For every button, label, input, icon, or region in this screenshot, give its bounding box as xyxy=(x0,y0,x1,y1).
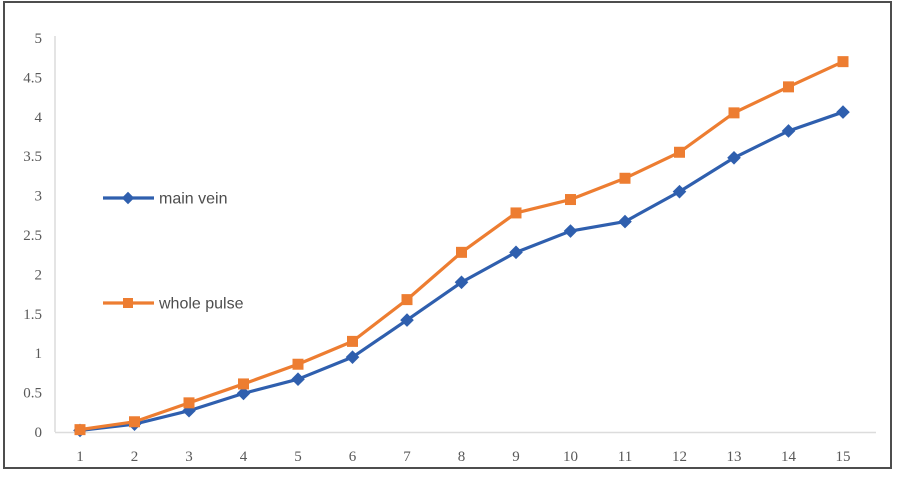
axes xyxy=(54,36,876,434)
square-marker xyxy=(674,146,685,158)
square-marker xyxy=(129,416,140,428)
y-tick-label: 1 xyxy=(35,346,43,362)
diamond-marker xyxy=(727,150,741,165)
square-marker xyxy=(456,246,467,258)
diamond-marker xyxy=(618,214,632,229)
square-marker xyxy=(238,378,249,390)
diamond-marker xyxy=(781,124,796,138)
legend-item-whole-pulse: whole pulse xyxy=(103,296,244,313)
x-tick-label: 7 xyxy=(403,449,411,465)
square-marker xyxy=(565,194,576,206)
diamond-marker xyxy=(400,313,414,327)
x-tick-label: 6 xyxy=(349,449,357,465)
series-line xyxy=(78,110,845,433)
square-marker xyxy=(619,172,631,184)
y-tick-label: 0 xyxy=(35,425,43,441)
diamond-marker xyxy=(454,275,469,290)
x-tick-label: 5 xyxy=(294,449,302,465)
square-marker xyxy=(123,298,133,308)
y-tick-label: 0.5 xyxy=(23,386,42,402)
x-tick-label: 11 xyxy=(618,449,632,465)
legend-label: whole pulse xyxy=(158,296,244,313)
square-marker xyxy=(292,358,304,370)
diamond-marker xyxy=(236,386,251,401)
diamond-marker xyxy=(345,350,360,364)
x-tick-label: 13 xyxy=(727,449,742,465)
diamond-marker xyxy=(672,184,687,199)
square-marker xyxy=(74,424,86,436)
data-series xyxy=(73,56,850,438)
y-tick-label: 2 xyxy=(35,267,43,283)
square-marker xyxy=(728,107,740,119)
diamond-marker xyxy=(836,105,850,119)
y-tick-label: 4.5 xyxy=(23,70,42,86)
series-whole-pulse xyxy=(74,56,849,436)
y-tick-label: 3.5 xyxy=(23,149,42,165)
x-tick-label: 2 xyxy=(131,449,139,465)
chart-frame xyxy=(3,1,892,469)
square-marker xyxy=(347,335,358,347)
x-axis-tick-labels: 1 2 3 4 5 6 7 8 9 10 11 12 13 14 15 xyxy=(76,449,850,465)
x-tick-label: 3 xyxy=(185,449,193,465)
square-marker xyxy=(401,294,413,306)
x-tick-label: 12 xyxy=(672,449,687,465)
y-tick-label: 1.5 xyxy=(23,307,42,323)
y-tick-label: 2.5 xyxy=(23,228,42,244)
square-marker xyxy=(510,207,522,219)
diamond-marker xyxy=(291,372,305,387)
series-main-vein xyxy=(73,105,850,438)
legend-label: main vein xyxy=(159,191,227,208)
square-marker xyxy=(837,56,849,68)
diamond-marker xyxy=(563,224,578,238)
y-tick-label: 5 xyxy=(35,31,43,47)
x-tick-label: 1 xyxy=(76,449,84,465)
y-tick-label: 3 xyxy=(35,189,43,205)
x-tick-label: 10 xyxy=(563,449,578,465)
diamond-marker xyxy=(509,245,523,260)
legend: main vein whole pulse xyxy=(103,191,244,313)
square-marker xyxy=(183,397,195,409)
x-tick-label: 8 xyxy=(458,449,466,465)
x-tick-label: 15 xyxy=(836,449,851,465)
y-axis-tick-labels: 0 0.5 1 1.5 2 2.5 3 3.5 4 4.5 5 xyxy=(23,31,42,441)
diamond-marker xyxy=(121,191,135,205)
legend-item-main-vein: main vein xyxy=(103,191,227,208)
x-tick-label: 9 xyxy=(512,449,520,465)
x-tick-label: 4 xyxy=(240,449,248,465)
y-tick-label: 4 xyxy=(35,110,43,126)
x-tick-label: 14 xyxy=(781,449,797,465)
square-marker xyxy=(783,81,794,93)
